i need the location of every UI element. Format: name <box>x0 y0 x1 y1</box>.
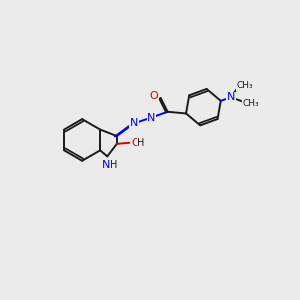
Text: CH₃: CH₃ <box>236 81 253 90</box>
Text: N: N <box>147 112 156 122</box>
Text: N: N <box>102 160 110 170</box>
Text: CH₃: CH₃ <box>242 99 259 108</box>
Text: H: H <box>110 160 118 170</box>
Text: H: H <box>137 138 145 148</box>
Text: N: N <box>227 92 235 102</box>
Text: N: N <box>130 118 138 128</box>
Text: O: O <box>131 138 140 148</box>
Text: O: O <box>149 91 158 100</box>
